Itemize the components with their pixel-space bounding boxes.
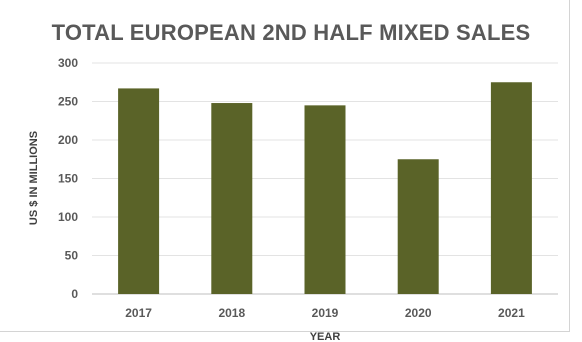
y-tick-label: 250: [58, 95, 78, 109]
y-tick-label: 200: [58, 133, 78, 147]
chart-title: TOTAL EUROPEAN 2ND HALF MIXED SALES: [51, 20, 531, 45]
bar-2018: [211, 103, 253, 294]
x-tick-label: 2019: [312, 306, 339, 320]
x-tick-label: 2021: [498, 306, 525, 320]
chart-frame: [0, 0, 570, 332]
bar-2017: [118, 88, 160, 294]
y-tick-label: 300: [58, 56, 78, 70]
bar-2021: [490, 82, 532, 294]
y-tick-label: 150: [58, 172, 78, 186]
bar-2020: [397, 159, 439, 294]
y-tick-label: 50: [65, 249, 79, 263]
x-axis-title: YEAR: [310, 331, 341, 342]
y-tick-label: 0: [71, 287, 78, 301]
y-axis-title: US $ IN MILLIONS: [28, 131, 40, 225]
x-tick-label: 2018: [218, 306, 245, 320]
x-tick-label: 2020: [405, 306, 432, 320]
y-tick-label: 100: [58, 210, 78, 224]
bar-2019: [304, 105, 346, 294]
x-tick-label: 2017: [125, 306, 152, 320]
